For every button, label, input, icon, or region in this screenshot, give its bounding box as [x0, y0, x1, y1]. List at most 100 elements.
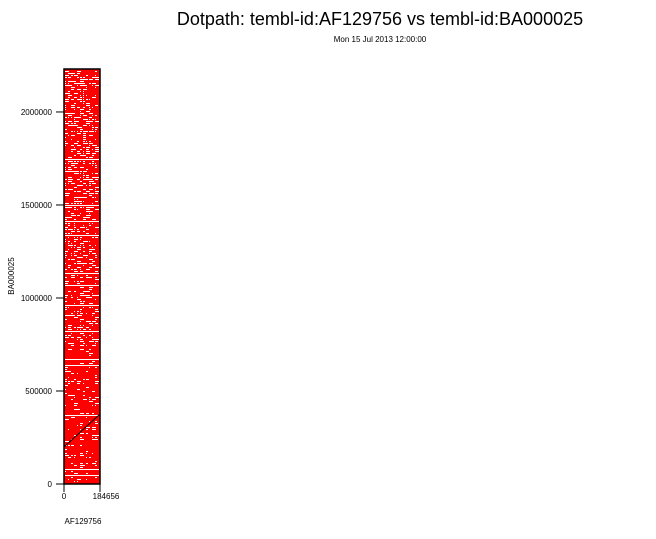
gap-mark [95, 71, 97, 72]
gap-mark [95, 311, 99, 312]
gap-mark [92, 453, 93, 454]
gap-mark [68, 157, 72, 158]
gap-mark [80, 479, 81, 480]
gap-mark [77, 311, 79, 312]
gap-band [65, 221, 99, 222]
gap-mark [77, 173, 79, 174]
gap-mark [89, 111, 90, 112]
gap-mark [80, 97, 82, 98]
gap-mark [71, 163, 74, 164]
gap-mark [77, 85, 78, 86]
gap-mark [92, 361, 95, 362]
gap-mark [95, 257, 97, 258]
gap-mark [71, 115, 72, 116]
gap-mark [80, 439, 84, 440]
gap-mark [71, 113, 75, 114]
gap-mark [80, 89, 81, 90]
gap-mark [80, 153, 81, 154]
gap-mark [68, 93, 70, 94]
gap-mark [68, 179, 71, 180]
gap-mark [77, 373, 78, 374]
gap-mark [77, 257, 81, 258]
gap-mark [71, 333, 72, 334]
gap-mark [71, 315, 75, 316]
gap-mark [95, 105, 98, 106]
gap-mark [74, 239, 77, 240]
gap-mark [65, 277, 67, 278]
gap-mark [68, 207, 71, 208]
gap-mark [71, 183, 75, 184]
gap-mark [77, 89, 80, 90]
gap-mark [80, 345, 84, 346]
gap-mark [92, 129, 93, 130]
gap-mark [77, 107, 80, 108]
gap-mark [80, 247, 81, 248]
gap-mark [86, 429, 88, 430]
gap-mark [71, 149, 75, 150]
gap-mark [83, 341, 84, 342]
gap-mark [68, 307, 69, 308]
gap-mark [89, 457, 91, 458]
gap-mark [77, 77, 79, 78]
gap-mark [68, 95, 72, 96]
gap-mark [74, 199, 75, 200]
gap-mark [77, 383, 80, 384]
gap-mark [92, 165, 93, 166]
gap-mark [74, 269, 77, 270]
gap-mark [86, 345, 87, 346]
gap-mark [86, 209, 90, 210]
gap-mark [77, 191, 81, 192]
gap-mark [74, 253, 75, 254]
gap-mark [83, 77, 85, 78]
gap-mark [95, 179, 98, 180]
gap-mark [80, 249, 81, 250]
gap-mark [65, 453, 67, 454]
gap-mark [86, 151, 89, 152]
gap-mark [71, 277, 75, 278]
gap-mark [83, 97, 84, 98]
gap-mark [77, 425, 78, 426]
gap-mark [68, 171, 71, 172]
gap-mark [68, 223, 70, 224]
gap-mark [77, 239, 78, 240]
gap-mark [83, 143, 86, 144]
gap-mark [71, 275, 75, 276]
gap-mark [68, 193, 70, 194]
gap-mark [65, 113, 69, 114]
gap-mark [80, 201, 82, 202]
gap-mark [86, 131, 88, 132]
gap-mark [95, 139, 96, 140]
gap-mark [71, 81, 74, 82]
gap-mark [92, 223, 93, 224]
gap-mark [80, 313, 83, 314]
gap-mark [86, 157, 88, 158]
gap-band [65, 285, 99, 286]
gap-mark [80, 301, 82, 302]
gap-mark [65, 295, 68, 296]
gap-mark [95, 367, 97, 368]
gap-mark [77, 131, 78, 132]
gap-mark [80, 437, 82, 438]
gap-mark [92, 131, 94, 132]
gap-mark [77, 201, 81, 202]
gap-mark [92, 127, 94, 128]
gap-mark [80, 339, 83, 340]
gap-mark [89, 195, 92, 196]
gap-mark [68, 259, 70, 260]
gap-mark [74, 311, 75, 312]
gap-mark [95, 477, 97, 478]
gap-mark [77, 479, 81, 480]
gap-mark [86, 141, 87, 142]
gap-mark [83, 217, 87, 218]
gap-mark [77, 121, 79, 122]
gap-mark [95, 75, 96, 76]
gap-mark [68, 237, 69, 238]
gap-mark [71, 231, 75, 232]
gap-mark [89, 225, 91, 226]
gap-mark [86, 275, 88, 276]
gap-mark [89, 117, 92, 118]
gap-mark [68, 97, 70, 98]
gap-mark [65, 163, 66, 164]
gap-mark [83, 247, 85, 248]
